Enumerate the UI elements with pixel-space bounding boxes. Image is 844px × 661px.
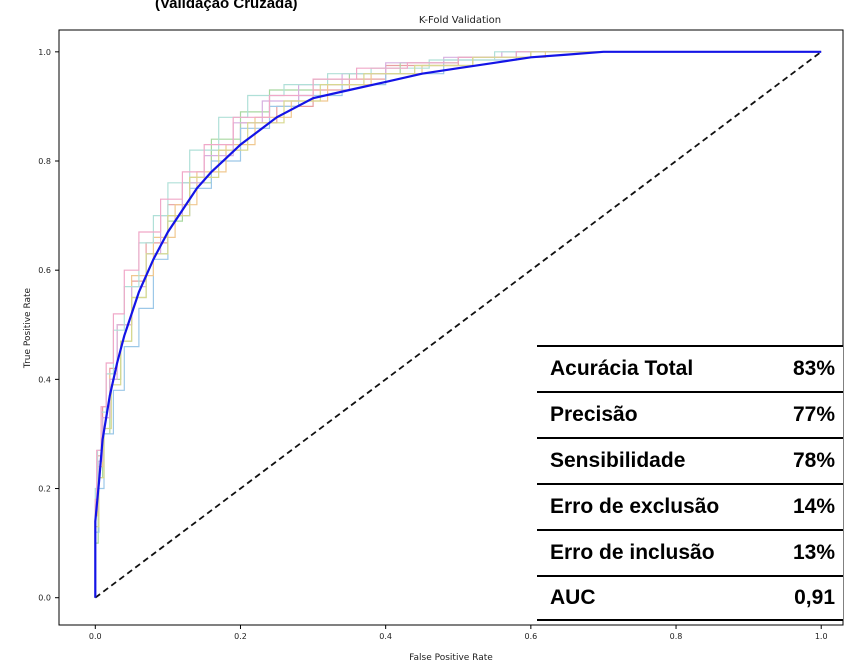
x-tick-label: 0.4 — [379, 632, 392, 641]
y-tick-label: 0.6 — [38, 266, 51, 275]
metric-label: AUC — [537, 575, 767, 621]
metric-value: 83% — [766, 345, 843, 392]
y-tick-label: 0.0 — [38, 594, 51, 603]
metric-label: Erro de exclusão — [537, 483, 767, 530]
metric-value: 78% — [766, 437, 843, 484]
table-row: Sensibilidade 78% — [537, 437, 843, 484]
table-row: Erro de exclusão 14% — [537, 483, 843, 530]
y-tick-label: 0.4 — [38, 375, 51, 384]
fold-roc-line-8 — [94, 51, 822, 598]
metrics-table: Acurácia Total 83% Precisão 77% Sensibil… — [537, 345, 843, 621]
x-tick-label: 0.6 — [524, 632, 537, 641]
y-tick-label: 0.8 — [38, 157, 51, 166]
metric-value: 77% — [766, 391, 843, 438]
table-row: Precisão 77% — [537, 391, 843, 438]
y-tick-label: 0.2 — [38, 485, 51, 494]
metric-value: 0,91 — [766, 575, 843, 621]
fold-roc-line-5 — [94, 51, 822, 598]
metric-label: Erro de inclusão — [537, 529, 767, 576]
x-tick-label: 1.0 — [815, 632, 828, 641]
table-row: Erro de inclusão 13% — [537, 529, 843, 576]
metric-label: Precisão — [537, 391, 767, 438]
chance-diagonal-line — [94, 51, 822, 599]
table-row: AUC 0,91 — [537, 575, 843, 621]
fold-roc-line-7 — [94, 51, 822, 598]
y-tick-label: 1.0 — [38, 48, 51, 57]
table-row: Acurácia Total 83% — [537, 345, 843, 392]
x-tick-label: 0.2 — [234, 632, 247, 641]
metric-label: Acurácia Total — [537, 345, 767, 392]
metric-value: 14% — [766, 483, 843, 530]
metric-label: Sensibilidade — [537, 437, 767, 484]
metric-value: 13% — [766, 529, 843, 576]
x-axis-label: False Positive Rate — [409, 653, 493, 661]
plot-area — [94, 50, 822, 599]
y-axis-label: True Positive Rate — [23, 287, 33, 369]
plot-frame — [58, 29, 844, 626]
chart-title: K-Fold Validation — [419, 15, 501, 26]
mean-roc-line — [94, 50, 822, 598]
x-tick-label: 0.0 — [89, 632, 102, 641]
header-fragment: (Validação Cruzada) — [155, 0, 298, 12]
axis-ticks: 0.0 0.2 0.4 0.6 0.8 1.0 0.0 0.2 0.4 0.6 0.8 1.0 — [38, 48, 827, 641]
x-tick-label: 0.8 — [670, 632, 683, 641]
